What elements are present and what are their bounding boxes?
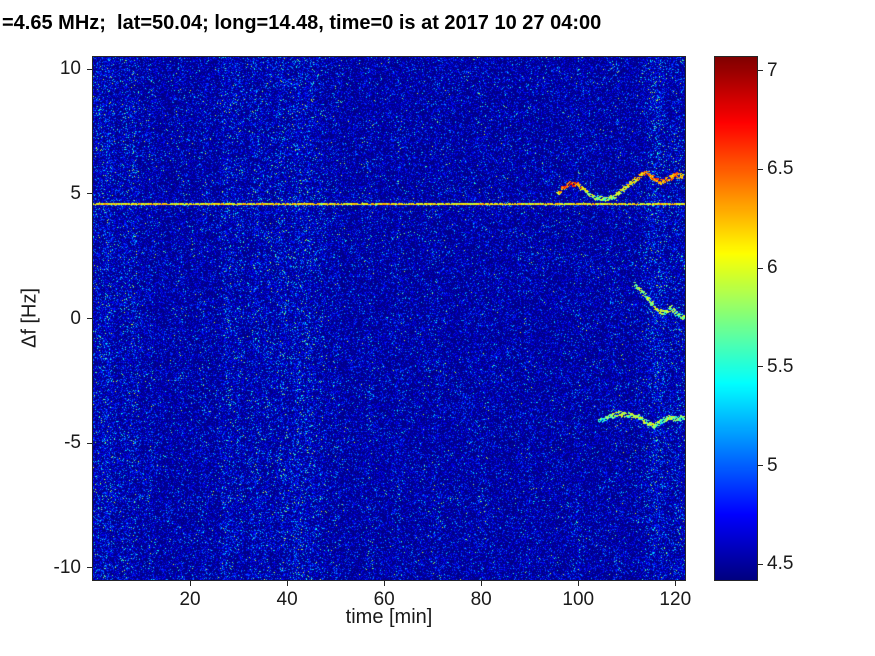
colorbar-tick-label: 5 — [767, 454, 778, 476]
x-axis-label: time [min] — [345, 606, 433, 628]
x-tick-label: 60 — [373, 589, 395, 610]
x-tick-mark — [189, 581, 191, 586]
x-tick-label: 40 — [276, 589, 298, 610]
y-tick-label: 0 — [70, 307, 81, 329]
colorbar-tick-label: 5.5 — [767, 355, 794, 377]
spectrogram-canvas — [93, 57, 685, 580]
y-tick-label: -5 — [64, 432, 81, 454]
y-tick-label: 10 — [59, 58, 81, 80]
colorbar-canvas — [715, 57, 757, 580]
y-axis-label: Δf [Hz] — [18, 287, 41, 349]
x-tick-label: 100 — [562, 589, 595, 610]
x-tick-mark — [286, 581, 288, 586]
y-tick-label: 5 — [70, 182, 81, 204]
y-tick-mark — [87, 567, 92, 569]
x-tick-mark — [577, 581, 579, 586]
x-tick-mark — [383, 581, 385, 586]
colorbar — [714, 56, 758, 581]
y-tick-mark — [87, 193, 92, 195]
y-tick-mark — [87, 68, 92, 70]
y-tick-mark — [87, 442, 92, 444]
colorbar-tick-mark — [758, 267, 763, 269]
colorbar-tick-label: 6.5 — [767, 158, 794, 180]
x-tick-label: 20 — [179, 589, 201, 610]
colorbar-tick-mark — [758, 366, 763, 368]
x-tick-mark — [480, 581, 482, 586]
x-tick-mark — [674, 581, 676, 586]
colorbar-tick-mark — [758, 70, 763, 72]
y-tick-label: -10 — [53, 556, 81, 578]
colorbar-tick-label: 7 — [767, 59, 778, 81]
colorbar-tick-label: 6 — [767, 257, 778, 279]
plot-area — [92, 56, 686, 581]
colorbar-tick-label: 4.5 — [767, 553, 794, 575]
colorbar-tick-mark — [758, 563, 763, 565]
y-tick-mark — [87, 318, 92, 319]
colorbar-tick-mark — [758, 168, 763, 170]
chart-title: =4.65 MHz; lat=50.04; long=14.48, time=0… — [2, 12, 602, 34]
colorbar-tick-mark — [758, 465, 763, 467]
x-tick-label: 80 — [470, 589, 492, 610]
x-tick-label: 120 — [659, 589, 692, 610]
